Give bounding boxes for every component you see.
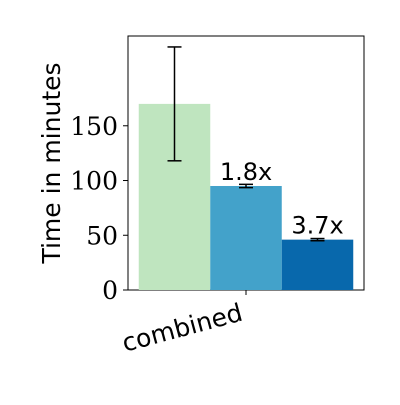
bar-1 bbox=[210, 185, 282, 290]
y-tick-label-0: 0 bbox=[102, 276, 118, 305]
bar-2 bbox=[281, 239, 354, 290]
y-tick-label-1: 50 bbox=[86, 221, 118, 250]
data-label-1: 1.8x bbox=[220, 158, 272, 186]
y-tick-label-2: 100 bbox=[70, 167, 118, 196]
data-label-2: 3.7x bbox=[291, 212, 343, 240]
y-axis-label: Time in minutes bbox=[37, 62, 66, 264]
y-tick-label-3: 150 bbox=[70, 112, 118, 141]
x-tick-label-0: combined bbox=[119, 298, 246, 358]
